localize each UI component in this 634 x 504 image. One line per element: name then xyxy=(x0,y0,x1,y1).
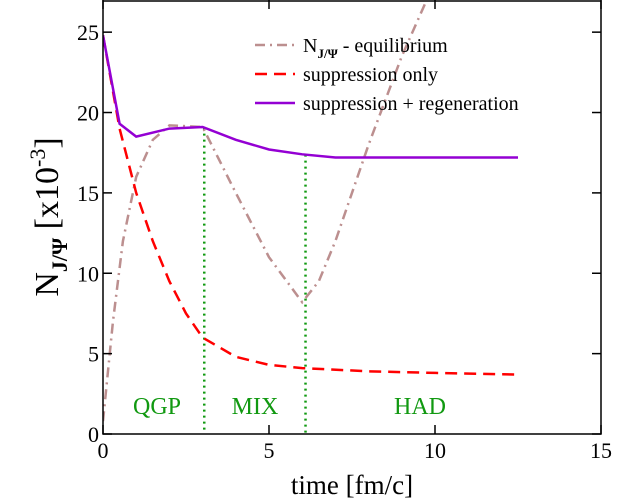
legend-label: suppression only xyxy=(303,64,438,86)
legend-label: NJ/Ψ - equilibrium xyxy=(303,35,448,61)
legend-name: suppression only xyxy=(303,64,438,86)
y-tick-label: 5 xyxy=(88,342,99,367)
y-label-mid: [x10 xyxy=(29,167,66,238)
y-label-sup: -3 xyxy=(25,149,50,167)
x-axis-label: time [fm/c] xyxy=(291,470,413,500)
phase-label: QGP xyxy=(133,394,181,420)
y-tick-label: 20 xyxy=(77,101,99,126)
y-label-sub: J/Ψ xyxy=(47,237,72,272)
phase-label: HAD xyxy=(394,394,446,420)
plot-area xyxy=(103,0,519,434)
y-tick-label: 0 xyxy=(88,422,99,447)
y-axis-label: NJ/Ψ [x10-3] xyxy=(25,137,72,296)
series-line xyxy=(103,35,519,376)
legend-main: N xyxy=(303,35,317,57)
legend-name: suppression + regeneration xyxy=(303,93,519,115)
x-tick-label: 10 xyxy=(424,438,446,463)
y-tick-label: 10 xyxy=(77,261,99,286)
x-tick-label: 15 xyxy=(590,438,612,463)
y-label-end: ] xyxy=(29,137,66,148)
series-line xyxy=(103,35,518,159)
legend-label: suppression + regeneration xyxy=(303,93,519,115)
legend-name: - equilibrium xyxy=(338,35,448,57)
series-line xyxy=(103,0,428,422)
legend-sub: J/Ψ xyxy=(317,46,338,61)
y-label-main: N xyxy=(29,272,66,297)
y-tick-label: 25 xyxy=(77,20,99,45)
frame xyxy=(102,0,602,435)
phase-label: MIX xyxy=(232,394,279,420)
x-tick-label: 5 xyxy=(264,438,275,463)
x-tick-label: 0 xyxy=(98,438,109,463)
y-tick-label: 15 xyxy=(77,181,99,206)
